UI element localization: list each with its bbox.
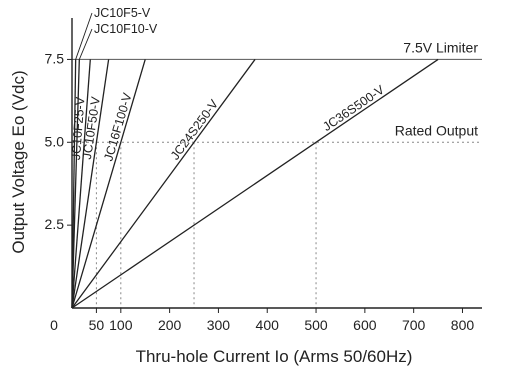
x-tick-label-300: 300 (207, 317, 231, 333)
y-axis-title: Output Voltage Eo (Vdc) (9, 70, 28, 253)
series-label-jc10f5-v: JC10F5-V (94, 6, 151, 20)
series-label-jc10f10-v: JC10F10-V (94, 22, 158, 36)
x-tick-label-100: 100 (109, 317, 133, 333)
reference-label-7-5v-limiter: 7.5V Limiter (403, 39, 478, 55)
series-label-jc24s250-v: JC24S250-V (168, 97, 222, 163)
series-label-jc10f25-v: JC10F25-V (69, 96, 88, 161)
x-axis-title: Thru-hole Current Io (Arms 50/60Hz) (136, 347, 413, 366)
series-line-jc24s250-v (71, 59, 256, 309)
series-line-jc10f25-v (71, 59, 91, 309)
axes (71, 18, 482, 309)
x-tick-label-400: 400 (256, 317, 280, 333)
series-labels: JC10F5-VJC10F10-VJC10F25-VJC10F50-VJC16F… (69, 6, 388, 163)
series-line-jc36s500-v (71, 58, 439, 309)
x-tick-label-0: 0 (50, 317, 58, 333)
leader-line-jc10f10-v (78, 28, 93, 60)
y-tick-label-2-5: 2.5 (45, 216, 65, 232)
tick-marks: 0 50 100 200 300 400 500 600 700 800 2.5 5.0 7.5 (45, 50, 475, 333)
x-tick-label-600: 600 (353, 317, 377, 333)
leader-line-jc10f5-v (75, 12, 93, 60)
x-tick-label-800: 800 (451, 317, 475, 333)
series-line-jc10f10-v (71, 59, 80, 309)
x-tick-label-500: 500 (304, 317, 328, 333)
series-label-jc36s500-v: JC36S500-V (320, 82, 387, 134)
x-tick-label-700: 700 (402, 317, 426, 333)
series-lines (71, 58, 439, 309)
reference-label-rated-output: Rated Output (395, 122, 478, 138)
x-tick-label-200: 200 (158, 317, 182, 333)
series-line-jc16f100-v (71, 59, 146, 309)
series-line-jc10f50-v (71, 59, 110, 309)
y-tick-label-7-5: 7.5 (45, 50, 65, 66)
reference-labels: 7.5V Limiter Rated Output (395, 39, 479, 138)
reference-dotted-lines (72, 141, 482, 308)
x-tick-label-50: 50 (89, 317, 105, 333)
y-tick-label-5-0: 5.0 (45, 133, 65, 149)
